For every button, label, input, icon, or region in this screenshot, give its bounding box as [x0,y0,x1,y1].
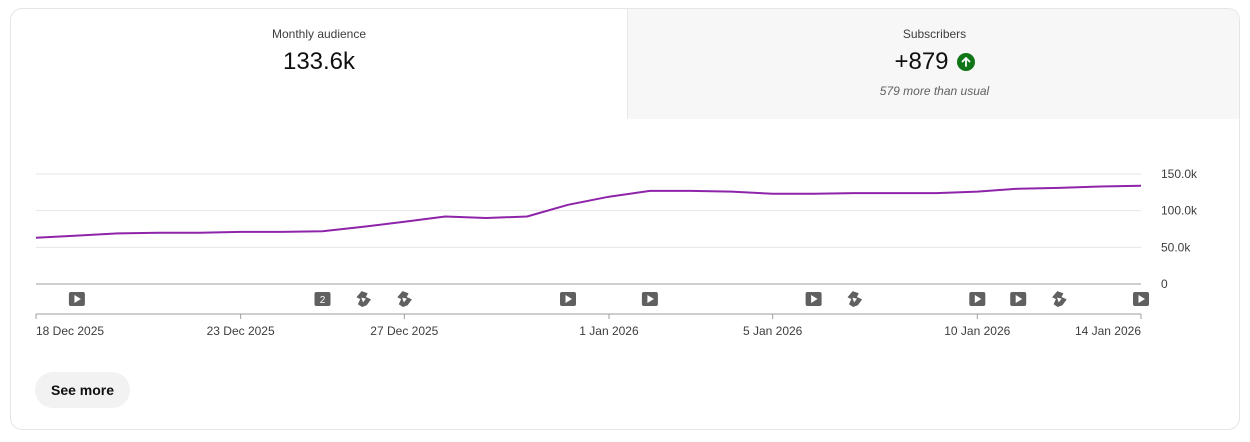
multiple-uploads-icon[interactable]: 2 [314,292,331,306]
x-tick-label: 23 Dec 2025 [207,324,275,338]
metric-value: 133.6k [11,48,627,76]
short-upload-icon[interactable] [1050,289,1068,308]
video-upload-icon[interactable] [560,292,576,306]
video-upload-icon[interactable] [68,292,85,306]
metric-note: 579 more than usual [879,84,990,98]
x-tick-label: 18 Dec 2025 [36,324,104,338]
video-upload-icon[interactable] [969,292,986,306]
y-tick-label: 0 [1161,277,1168,291]
see-more-button[interactable]: See more [35,372,131,408]
svg-text:2: 2 [320,295,326,306]
metric-value-text: 133.6k [282,48,356,75]
x-tick-label: 14 Jan 2026 [1075,324,1141,338]
video-upload-icon[interactable] [641,292,658,306]
x-tick-label: 1 Jan 2026 [579,324,639,338]
video-upload-icon[interactable] [805,292,822,306]
metric-subscribers[interactable]: Subscribers +879 579 more than usual [627,9,1239,119]
video-upload-icon[interactable] [1133,292,1149,306]
metric-monthly-audience[interactable]: Monthly audience 133.6k [11,9,627,119]
y-tick-label: 150.0k [1161,167,1198,181]
audience-card: Monthly audience 133.6k Subscribers +879… [10,8,1240,430]
metric-label: Subscribers [902,27,967,41]
short-upload-icon[interactable] [354,289,372,308]
short-upload-icon[interactable] [845,289,863,308]
x-tick-label: 5 Jan 2026 [743,324,803,338]
short-upload-icon[interactable] [395,289,413,308]
metric-label: Monthly audience [271,27,367,41]
audience-line-chart[interactable]: 150.0k 100.0k 50.0k 0 2 18 Dec 2025 23 Dec 202… [11,9,1240,349]
y-tick-label: 50.0k [1161,240,1191,254]
metric-value-text: +879 [894,48,949,75]
arrow-up-icon [956,53,975,71]
video-upload-icon[interactable] [1010,292,1027,306]
metric-value: +879 [628,48,1239,76]
x-tick-label: 10 Jan 2026 [944,324,1010,338]
metrics-row: Monthly audience 133.6k Subscribers +879… [11,9,1239,119]
audience-series-line[interactable] [35,184,1142,239]
x-tick-label: 27 Dec 2025 [370,324,438,338]
y-tick-label: 100.0k [1161,204,1198,218]
